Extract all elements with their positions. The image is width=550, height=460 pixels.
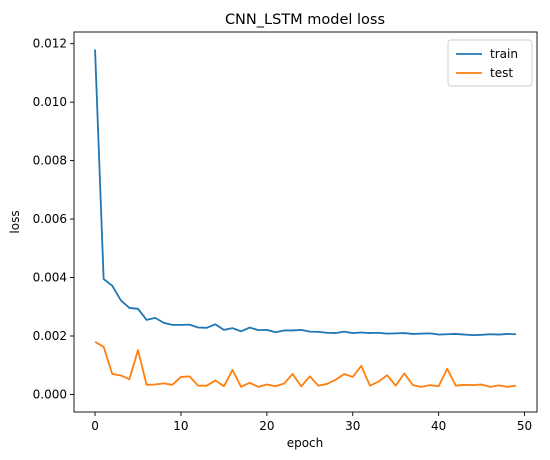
x-tick-label: 50 <box>517 419 532 433</box>
chart-title: CNN_LSTM model loss <box>225 12 385 28</box>
x-axis-ticks: 0 10 20 30 40 50 <box>91 412 532 433</box>
y-axis-label: loss <box>8 210 22 233</box>
y-tick-label: 0.012 <box>33 37 67 51</box>
x-tick-label: 10 <box>173 419 188 433</box>
legend-label-test: test <box>490 66 513 80</box>
y-tick-label: 0.010 <box>33 95 67 109</box>
legend-label-train: train <box>490 47 518 61</box>
legend-box <box>447 39 533 87</box>
series-line-test <box>94 341 517 388</box>
plot-area <box>73 31 538 413</box>
series-line-train <box>94 49 516 337</box>
y-tick-label: 0.002 <box>33 329 67 343</box>
y-tick-label: 0.000 <box>33 387 67 401</box>
y-tick-label: 0.006 <box>33 212 67 226</box>
y-axis-ticks: 0.000 0.002 0.004 0.006 0.008 0.010 0.012 <box>33 37 74 401</box>
y-tick-label: 0.008 <box>33 154 67 168</box>
x-tick-label: 30 <box>345 419 360 433</box>
plot-frame <box>73 31 538 413</box>
legend: train test <box>447 39 533 87</box>
x-tick-label: 0 <box>91 419 99 433</box>
y-tick-label: 0.004 <box>33 271 67 285</box>
x-axis-label: epoch <box>287 436 324 450</box>
series-layer <box>94 49 517 388</box>
x-tick-label: 20 <box>259 419 274 433</box>
x-tick-label: 40 <box>431 419 446 433</box>
